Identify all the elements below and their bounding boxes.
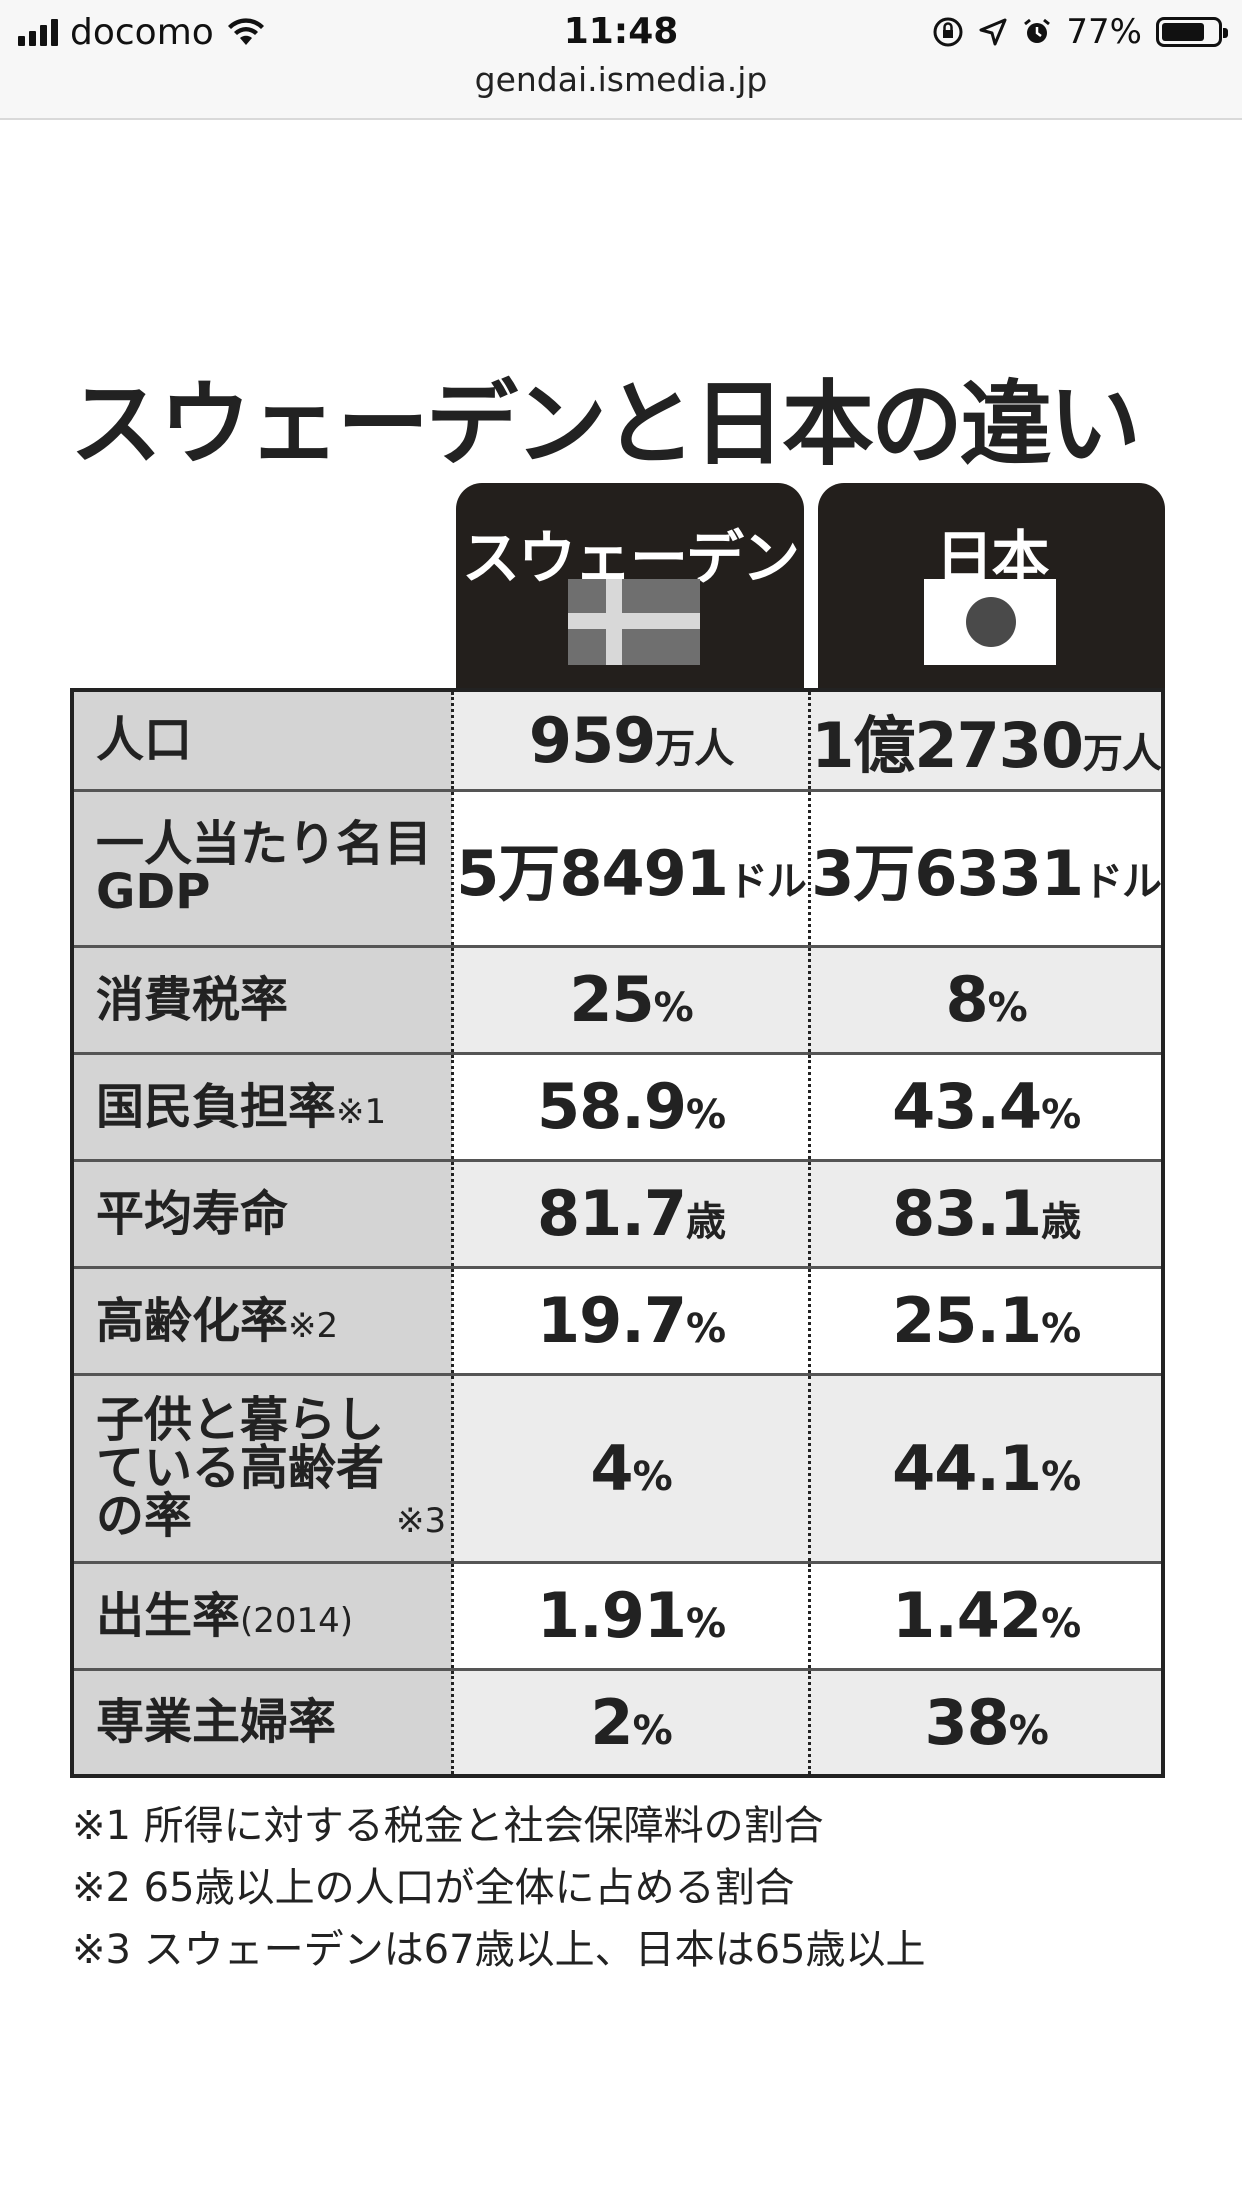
row-label: 子供と暮らしている高齢者の率 ※3 <box>72 1372 454 1562</box>
sweden-value: 959万人 <box>452 690 812 790</box>
table-row: 人口 959万人 1億2730万人 <box>72 690 1163 790</box>
sweden-value: 58.9% <box>452 1051 812 1160</box>
row-label: 平均寿命 <box>72 1158 454 1267</box>
japan-value: 43.4% <box>809 1051 1163 1160</box>
table-row: 子供と暮らしている高齢者の率 ※3 4% 44.1% <box>72 1372 1163 1562</box>
japan-value: 38% <box>809 1667 1163 1776</box>
japan-value: 44.1% <box>809 1372 1163 1562</box>
table-row: 高齢化率※2 19.7% 25.1% <box>72 1265 1163 1374</box>
japan-value: 1.42% <box>809 1560 1163 1669</box>
japan-value: 83.1歳 <box>809 1158 1163 1267</box>
sweden-value: 25% <box>452 944 812 1053</box>
column-header-japan: 日本 <box>818 483 1165 688</box>
sweden-value: 19.7% <box>452 1265 812 1374</box>
japan-flag-icon <box>924 579 1056 665</box>
alarm-icon <box>1024 18 1051 43</box>
row-label: 人口 <box>72 690 454 790</box>
sweden-flag-icon <box>568 579 700 665</box>
orientation-lock-icon <box>933 17 963 47</box>
status-icons: 77% <box>932 8 1228 56</box>
comparison-table: 人口 959万人 1億2730万人 一人当たり名目GDP 5万8491ドル 3万… <box>70 688 1165 1778</box>
row-label: 国民負担率※1 <box>72 1051 454 1160</box>
table-row: 出生率(2014) 1.91% 1.42% <box>72 1560 1163 1669</box>
sweden-value: 81.7歳 <box>452 1158 812 1267</box>
footnote-3: ※3 スウェーデンは67歳以上、日本は65歳以上 <box>72 1927 926 1973</box>
row-label: 消費税率 <box>72 944 454 1053</box>
carrier-name: docomo <box>70 11 214 53</box>
row-label: 専業主婦率 <box>72 1667 454 1776</box>
battery-percent: 77% <box>1066 12 1142 52</box>
japan-value: 3万6331ドル <box>809 788 1163 946</box>
clock: 11:48 <box>563 11 679 52</box>
carrier-info: docomo <box>18 8 266 56</box>
column-header-sweden: スウェーデン <box>456 483 804 688</box>
row-label: 高齢化率※2 <box>72 1265 454 1374</box>
location-arrow-icon <box>979 18 1007 46</box>
address-bar-url[interactable]: gendai.ismedia.jp <box>474 60 768 99</box>
table-row: 消費税率 25% 8% <box>72 944 1163 1053</box>
signal-icon <box>18 18 58 46</box>
sweden-value: 5万8491ドル <box>452 788 812 946</box>
sweden-value: 1.91% <box>452 1560 812 1669</box>
row-label: 一人当たり名目GDP <box>72 788 454 946</box>
japan-value: 8% <box>809 944 1163 1053</box>
infographic-title: スウェーデンと日本の違い <box>70 371 1141 478</box>
wifi-icon <box>227 18 264 45</box>
status-bar: docomo 11:48 77% gendai.ismedia.jp <box>0 0 1242 120</box>
table-row: 一人当たり名目GDP 5万8491ドル 3万6331ドル <box>72 788 1163 946</box>
battery-icon <box>1156 17 1228 47</box>
japan-value: 25.1% <box>809 1265 1163 1374</box>
footnotes: ※1 所得に対する税金と社会保障料の割合 ※2 65歳以上の人口が全体に占める割… <box>72 1795 1172 1981</box>
row-label: 出生率(2014) <box>72 1560 454 1669</box>
sweden-value: 2% <box>452 1667 812 1776</box>
table-row: 専業主婦率 2% 38% <box>72 1667 1163 1776</box>
table-row: 国民負担率※1 58.9% 43.4% <box>72 1051 1163 1160</box>
japan-value: 1億2730万人 <box>809 690 1163 790</box>
sweden-value: 4% <box>452 1372 812 1562</box>
footnote-2: ※2 65歳以上の人口が全体に占める割合 <box>72 1865 795 1911</box>
table-row: 平均寿命 81.7歳 83.1歳 <box>72 1158 1163 1267</box>
footnote-1: ※1 所得に対する税金と社会保障料の割合 <box>72 1803 824 1849</box>
